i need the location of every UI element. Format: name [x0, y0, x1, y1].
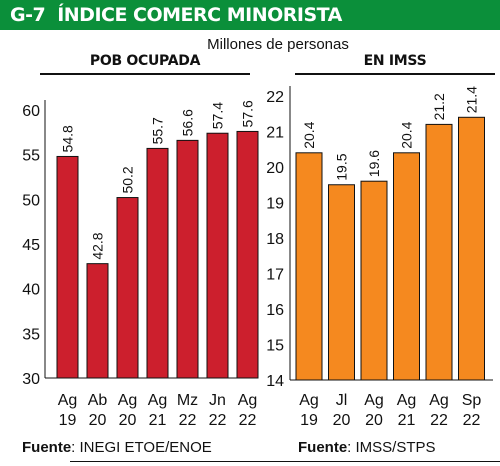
left-bar — [146, 147, 169, 379]
right-bar-value-label: 21.2 — [431, 93, 447, 120]
left-x-tick-label: Jn — [209, 392, 226, 409]
left-source: Fuente: INEGI ETOE/ENOE — [22, 439, 212, 456]
header-bar: G-7 ÍNDICE COMERC MINORISTA — [0, 0, 500, 30]
units-subtitle: Millones de personas — [207, 36, 349, 53]
right-x-tick-label: 20 — [365, 412, 383, 429]
right-source: Fuente: IMSS/STPS — [298, 439, 436, 456]
left-bar-value-label: 42.8 — [90, 232, 106, 259]
left-bar-value-label: 55.7 — [150, 117, 166, 144]
chart-code: G-7 — [10, 4, 46, 26]
right-bar — [295, 152, 323, 381]
left-x-tick-label: Ag — [118, 392, 138, 409]
left-bar-value-label: 57.4 — [210, 102, 226, 129]
right-source-text: : IMSS/STPS — [347, 439, 436, 456]
right-bar-value-label: 20.4 — [399, 121, 415, 148]
left-y-tick-label: 40 — [22, 282, 40, 299]
right-y-tick-label: 17 — [266, 267, 284, 284]
right-bar — [328, 184, 355, 381]
right-y-tick-label: 16 — [266, 302, 284, 319]
right-x-tick-label: 21 — [398, 412, 416, 429]
left-bar-value-label: 56.6 — [180, 109, 196, 136]
left-y-tick-label: 55 — [22, 148, 40, 165]
left-x-tick-label: Ag — [148, 392, 168, 409]
left-bar — [206, 132, 229, 379]
bottom-rule — [70, 461, 500, 462]
right-x-tick-label: Ag — [397, 392, 417, 409]
right-bar-value-label: 19.6 — [366, 150, 382, 177]
right-x-tick-label: Jl — [336, 392, 348, 409]
left-panel-title: POB OCUPADA — [89, 53, 201, 69]
right-x-tick-label: 20 — [333, 412, 351, 429]
left-x-tick-label: Ag — [238, 392, 258, 409]
right-bar-value-label: 21.4 — [464, 86, 480, 113]
right-y-tick-label: 18 — [266, 231, 284, 248]
left-x-tick-label: Mz — [177, 392, 198, 409]
right-y-tick-label: 20 — [266, 160, 284, 177]
left-x-tick-label: 22 — [179, 412, 197, 429]
left-panel-rule — [40, 73, 250, 75]
right-y-tick-label: 15 — [266, 338, 284, 355]
header-title: G-7 ÍNDICE COMERC MINORISTA — [10, 4, 342, 26]
left-source-text: : INEGI ETOE/ENOE — [71, 439, 212, 456]
right-source-label: Fuente — [298, 439, 348, 456]
right-x-tick-label: 19 — [300, 412, 318, 429]
left-x-tick-label: Ab — [88, 392, 108, 409]
right-bar — [360, 180, 388, 381]
right-y-tick-label: 14 — [266, 373, 284, 390]
right-x-tick-label: Ag — [299, 392, 319, 409]
right-panel-title: EN IMSS — [363, 53, 427, 69]
right-y-tick-label: 22 — [266, 89, 284, 106]
left-bar-value-label: 50.2 — [120, 166, 136, 193]
left-bar — [176, 139, 199, 379]
right-bar — [458, 116, 485, 381]
left-bar-value-label: 57.6 — [240, 100, 256, 127]
left-y-tick-label: 30 — [22, 371, 40, 388]
left-bar — [116, 197, 139, 379]
left-x-tick-label: 22 — [209, 412, 227, 429]
right-x-tick-label: 22 — [430, 412, 448, 429]
left-bar — [56, 155, 79, 379]
left-y-tick-label: 60 — [22, 103, 40, 120]
left-x-tick-label: 19 — [59, 412, 77, 429]
left-bar-value-label: 54.8 — [60, 125, 76, 152]
left-x-tick-label: 20 — [119, 412, 137, 429]
right-bar-value-label: 19.5 — [334, 153, 350, 180]
right-bar-value-label: 20.4 — [301, 121, 317, 148]
left-x-tick-label: 20 — [89, 412, 107, 429]
right-x-tick-label: Sp — [462, 392, 482, 409]
right-x-tick-label: Ag — [364, 392, 384, 409]
left-source-label: Fuente — [22, 439, 72, 456]
chart-title: ÍNDICE COMERC MINORISTA — [57, 4, 342, 26]
left-y-tick-label: 45 — [22, 237, 40, 254]
right-bar — [425, 123, 453, 381]
left-bar — [236, 130, 259, 379]
right-x-tick-label: Ag — [429, 392, 449, 409]
left-y-tick-label: 50 — [22, 192, 40, 209]
right-bar — [393, 152, 420, 381]
right-y-tick-label: 21 — [266, 125, 284, 142]
right-panel-rule — [295, 73, 495, 75]
left-x-tick-label: 22 — [239, 412, 257, 429]
left-y-tick-label: 35 — [22, 326, 40, 343]
right-x-tick-label: 22 — [463, 412, 481, 429]
left-bar — [86, 263, 109, 379]
left-x-tick-label: Ag — [58, 392, 78, 409]
left-x-tick-label: 21 — [149, 412, 167, 429]
right-y-tick-label: 19 — [266, 196, 284, 213]
